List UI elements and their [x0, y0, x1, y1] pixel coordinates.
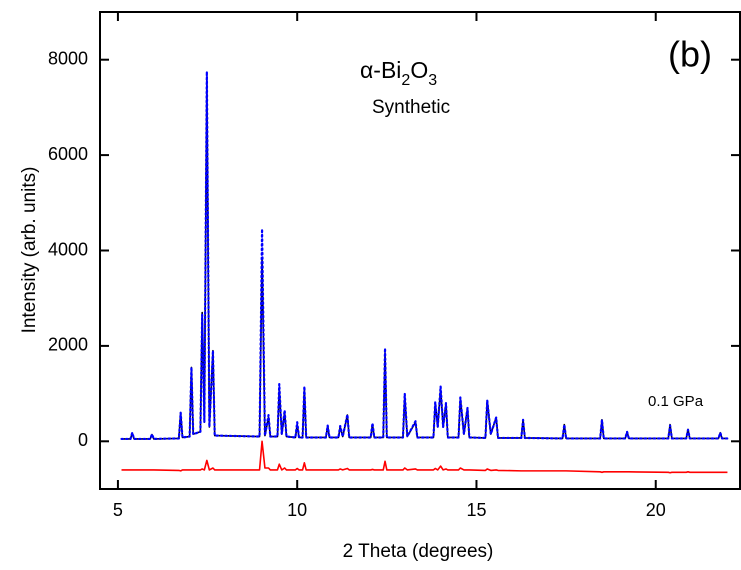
- compound-subscript: 2: [401, 72, 410, 89]
- series-line: [121, 440, 728, 474]
- compound-subscript: 3: [428, 72, 437, 89]
- plot-frame: [99, 11, 741, 490]
- pressure-label: 0.1 GPa: [648, 393, 704, 410]
- y-axis-label: Intensity (arb. units): [19, 167, 40, 334]
- y-tick-label: 6000: [48, 144, 88, 164]
- x-axis-label: 2 Theta (degrees): [343, 541, 494, 562]
- sample-label: Synthetic: [372, 97, 450, 118]
- compound-part: O: [410, 57, 428, 83]
- x-tick-label: 5: [113, 500, 123, 520]
- compound-part: α-Bi: [360, 57, 401, 83]
- plot-area: [120, 70, 729, 474]
- compound-label: α-Bi2O3: [360, 57, 437, 89]
- panel-label: (b): [668, 34, 712, 75]
- y-tick-label: 2000: [48, 335, 88, 355]
- y-tick-label: 4000: [48, 239, 88, 259]
- x-tick-label: 20: [646, 500, 666, 520]
- y-tick-label: 0: [78, 430, 88, 450]
- x-tick-label: 15: [466, 500, 486, 520]
- y-tick-label: 8000: [48, 48, 88, 68]
- x-tick-label: 10: [287, 500, 307, 520]
- series-line: [120, 70, 729, 441]
